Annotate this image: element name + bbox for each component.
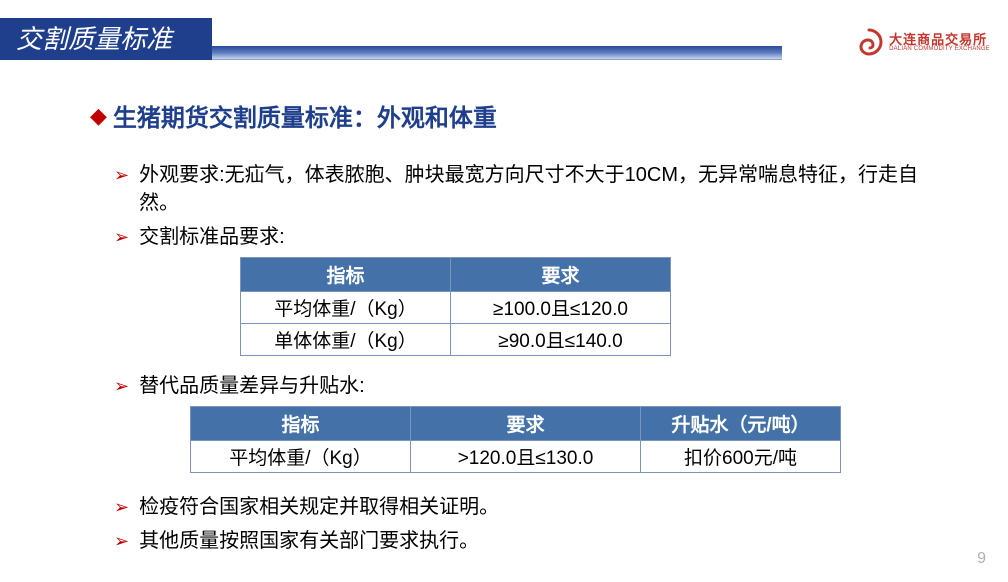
bullet-item: ➢ 检疫符合国家相关规定并取得相关证明。 — [114, 493, 938, 521]
header-bar: 交割质量标准 大连商品交易所 DALIAN COMMODITY EXCHANGE — [0, 0, 1008, 58]
title-banner: 交割质量标准 — [0, 18, 782, 60]
logo-text: 大连商品交易所 DALIAN COMMODITY EXCHANGE — [889, 33, 990, 52]
arrow-icon: ➢ — [114, 161, 129, 189]
bullet-item: ➢ 替代品质量差异与升贴水: — [114, 372, 938, 400]
table-header: 升贴水（元/吨） — [641, 407, 841, 441]
standard-table: 指标 要求 平均体重/（Kg） ≥100.0且≤120.0 单体体重/（Kg） … — [240, 257, 671, 356]
bullet-item: ➢ 其他质量按照国家有关部门要求执行。 — [114, 527, 938, 555]
page-number: 9 — [977, 550, 986, 568]
logo-en: DALIAN COMMODITY EXCHANGE — [889, 46, 990, 52]
table-header: 指标 — [241, 258, 451, 292]
bullet-item: ➢ 外观要求:无疝气，体表脓胞、肿块最宽方向尺寸不大于10CM，无异常喘息特征，… — [114, 161, 938, 217]
arrow-icon: ➢ — [114, 527, 129, 555]
title-gradient-tail — [212, 46, 782, 60]
bullet-text: 检疫符合国家相关规定并取得相关证明。 — [139, 493, 499, 521]
logo: 大连商品交易所 DALIAN COMMODITY EXCHANGE — [855, 28, 990, 56]
arrow-icon: ➢ — [114, 372, 129, 400]
table-header: 指标 — [191, 407, 411, 441]
table-cell: ≥100.0且≤120.0 — [451, 292, 671, 324]
logo-cn: 大连商品交易所 — [889, 33, 990, 46]
arrow-icon: ➢ — [114, 493, 129, 521]
table-cell: 平均体重/（Kg） — [241, 292, 451, 324]
page-title: 交割质量标准 — [0, 18, 212, 60]
bullet-text: 替代品质量差异与升贴水: — [139, 372, 365, 400]
table-cell: >120.0且≤130.0 — [411, 441, 641, 473]
main-title-row: ◆ 生猪期货交割质量标准：外观和体重 — [90, 98, 938, 133]
diamond-icon: ◆ — [90, 103, 107, 129]
bullet-text: 外观要求:无疝气，体表脓胞、肿块最宽方向尺寸不大于10CM，无异常喘息特征，行走… — [139, 161, 938, 217]
table-header: 要求 — [411, 407, 641, 441]
table-cell: 平均体重/（Kg） — [191, 441, 411, 473]
arrow-icon: ➢ — [114, 223, 129, 251]
table-cell: ≥90.0且≤140.0 — [451, 324, 671, 356]
content-area: ◆ 生猪期货交割质量标准：外观和体重 ➢ 外观要求:无疝气，体表脓胞、肿块最宽方… — [0, 58, 1008, 555]
logo-swirl-icon — [855, 28, 883, 56]
bullet-text: 其他质量按照国家有关部门要求执行。 — [139, 527, 479, 555]
table-cell: 扣价600元/吨 — [641, 441, 841, 473]
main-title-text: 生猪期货交割质量标准：外观和体重 — [113, 98, 497, 133]
substitute-table: 指标 要求 升贴水（元/吨） 平均体重/（Kg） >120.0且≤130.0 扣… — [190, 406, 841, 473]
bullet-text: 交割标准品要求: — [139, 223, 285, 251]
table-header: 要求 — [451, 258, 671, 292]
table-cell: 单体体重/（Kg） — [241, 324, 451, 356]
bullet-item: ➢ 交割标准品要求: — [114, 223, 938, 251]
